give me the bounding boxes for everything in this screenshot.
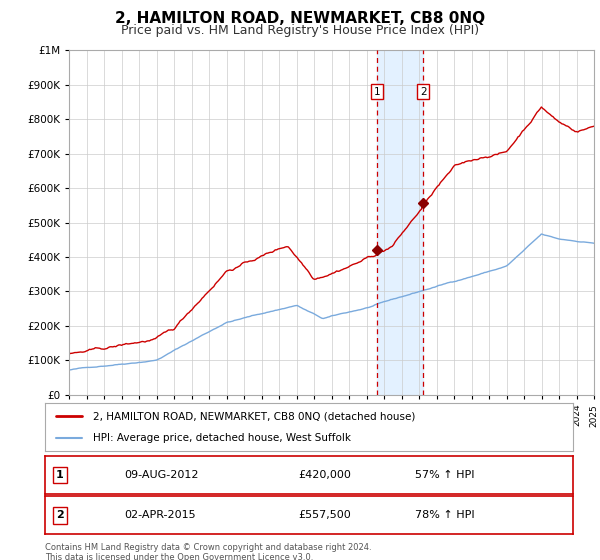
Text: This data is licensed under the Open Government Licence v3.0.: This data is licensed under the Open Gov… [45,553,313,560]
Text: 2: 2 [420,87,427,97]
Text: 2: 2 [56,510,64,520]
Text: 02-APR-2015: 02-APR-2015 [124,510,196,520]
Text: Price paid vs. HM Land Registry's House Price Index (HPI): Price paid vs. HM Land Registry's House … [121,24,479,36]
Text: £420,000: £420,000 [298,470,352,480]
Text: 1: 1 [56,470,64,480]
Text: 2, HAMILTON ROAD, NEWMARKET, CB8 0NQ (detached house): 2, HAMILTON ROAD, NEWMARKET, CB8 0NQ (de… [92,411,415,421]
Text: 57% ↑ HPI: 57% ↑ HPI [415,470,474,480]
Text: 1: 1 [374,87,380,97]
Text: 2, HAMILTON ROAD, NEWMARKET, CB8 0NQ: 2, HAMILTON ROAD, NEWMARKET, CB8 0NQ [115,11,485,26]
Bar [377,50,424,395]
Text: 09-AUG-2012: 09-AUG-2012 [124,470,199,480]
Text: £557,500: £557,500 [298,510,351,520]
Text: 78% ↑ HPI: 78% ↑ HPI [415,510,474,520]
Text: Contains HM Land Registry data © Crown copyright and database right 2024.: Contains HM Land Registry data © Crown c… [45,543,371,552]
Text: HPI: Average price, detached house, West Suffolk: HPI: Average price, detached house, West… [92,433,350,443]
